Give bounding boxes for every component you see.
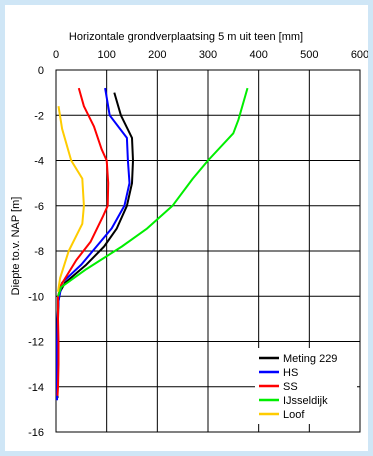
x-tick-label: 0: [53, 49, 59, 61]
x-tick-label: 600: [351, 49, 368, 61]
series-lines: [56, 87, 249, 401]
series-line-loof: [57, 106, 85, 292]
x-tick-label: 500: [300, 49, 318, 61]
tick-labels: 0 100 200 300 400 500 600 0 -2 -4 -6 -8 -10 -12 -14 -16: [28, 49, 368, 439]
y-tick-label: -8: [34, 246, 44, 258]
x-tick-label: 300: [199, 49, 217, 61]
x-tick-label: 200: [148, 49, 166, 61]
y-tick-label: -4: [34, 156, 44, 168]
depth-displacement-chart: 0 100 200 300 400 500 600 0 -2 -4 -6 -8 -10 -12 -14 -16…: [10, 31, 368, 439]
y-tick-label: 0: [38, 65, 44, 77]
y-axis-title: Diepte to.v. NAP [m]: [10, 197, 22, 296]
legend-label: Loof: [283, 409, 305, 421]
legend: Meting 229 HS SS IJsseldijk Loof: [255, 348, 357, 424]
series-line-ss: [56, 87, 110, 396]
x-tick-label: 400: [249, 49, 267, 61]
y-tick-label: -16: [28, 427, 44, 439]
x-axis-title: Horizontale grondverplaatsing 5 m uit te…: [69, 31, 303, 43]
plot-area-frame: [55, 69, 361, 433]
legend-label: IJsseldijk: [283, 395, 328, 407]
series-line-meting-229: [56, 92, 134, 399]
y-tick-label: -6: [34, 201, 44, 213]
legend-label: Meting 229: [283, 353, 337, 365]
y-tick-label: -14: [28, 382, 44, 394]
x-tick-label: 100: [97, 49, 115, 61]
series-line-ijsseldijk: [57, 87, 249, 297]
legend-label: SS: [283, 381, 298, 393]
y-tick-label: -10: [28, 291, 44, 303]
legend-label: HS: [283, 367, 298, 379]
y-tick-label: -2: [34, 110, 44, 122]
y-tick-label: -12: [28, 337, 44, 349]
chart-panel: 0 100 200 300 400 500 600 0 -2 -4 -6 -8 -10 -12 -14 -16…: [5, 5, 368, 451]
series-line-hs: [56, 87, 131, 401]
